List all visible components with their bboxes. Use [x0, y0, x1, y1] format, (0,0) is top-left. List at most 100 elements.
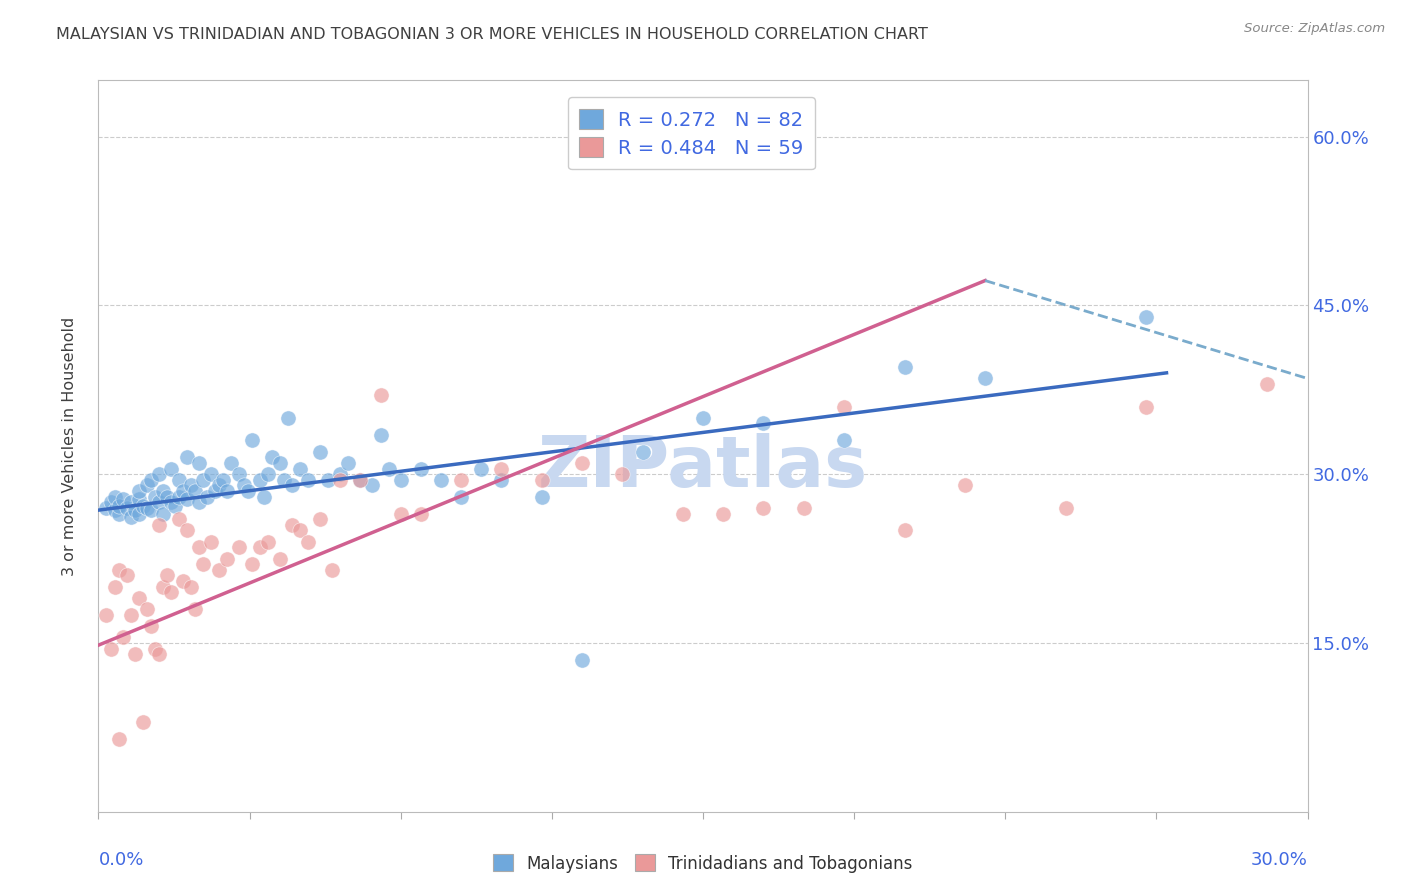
Point	[103, 490, 125, 504]
Point	[217, 551, 239, 566]
Point	[100, 641, 122, 656]
Point	[297, 534, 319, 549]
Point	[409, 507, 432, 521]
Point	[329, 473, 352, 487]
Point	[277, 410, 299, 425]
Point	[152, 580, 174, 594]
Point	[167, 473, 190, 487]
Point	[260, 450, 283, 465]
Point	[249, 473, 271, 487]
Point	[893, 524, 915, 538]
Text: 30.0%: 30.0%	[1251, 851, 1308, 869]
Point	[337, 456, 360, 470]
Text: ZIPatlas: ZIPatlas	[538, 434, 868, 502]
Point	[974, 371, 997, 385]
Point	[167, 512, 190, 526]
Point	[273, 473, 295, 487]
Point	[530, 490, 553, 504]
Point	[172, 483, 194, 498]
Y-axis label: 3 or more Vehicles in Household: 3 or more Vehicles in Household	[62, 317, 77, 575]
Point	[377, 461, 399, 475]
Point	[107, 499, 129, 513]
Point	[269, 456, 291, 470]
Point	[128, 591, 150, 605]
Point	[409, 461, 432, 475]
Point	[96, 500, 118, 515]
Point	[361, 478, 384, 492]
Point	[111, 491, 134, 506]
Point	[120, 509, 142, 524]
Point	[571, 456, 593, 470]
Point	[240, 434, 263, 448]
Point	[188, 541, 211, 555]
Point	[288, 461, 311, 475]
Point	[309, 444, 332, 458]
Text: MALAYSIAN VS TRINIDADIAN AND TOBAGONIAN 3 OR MORE VEHICLES IN HOUSEHOLD CORRELAT: MALAYSIAN VS TRINIDADIAN AND TOBAGONIAN …	[56, 27, 928, 42]
Point	[692, 410, 714, 425]
Point	[329, 467, 352, 482]
Point	[128, 483, 150, 498]
Point	[120, 495, 142, 509]
Point	[184, 483, 207, 498]
Point	[370, 427, 392, 442]
Point	[450, 473, 472, 487]
Point	[193, 473, 215, 487]
Point	[672, 507, 695, 521]
Point	[370, 388, 392, 402]
Point	[893, 360, 915, 375]
Point	[124, 647, 146, 661]
Point	[143, 641, 166, 656]
Point	[711, 507, 734, 521]
Point	[208, 563, 231, 577]
Point	[103, 503, 125, 517]
Point	[180, 478, 202, 492]
Point	[188, 456, 211, 470]
Point	[221, 456, 243, 470]
Point	[184, 602, 207, 616]
Point	[281, 517, 304, 532]
Point	[176, 450, 198, 465]
Point	[793, 500, 815, 515]
Point	[832, 434, 855, 448]
Point	[297, 473, 319, 487]
Point	[228, 541, 250, 555]
Point	[128, 491, 150, 506]
Point	[132, 714, 155, 729]
Point	[135, 500, 157, 515]
Point	[163, 499, 186, 513]
Point	[953, 478, 976, 492]
Point	[204, 483, 226, 498]
Point	[128, 507, 150, 521]
Point	[100, 495, 122, 509]
Text: Source: ZipAtlas.com: Source: ZipAtlas.com	[1244, 22, 1385, 36]
Point	[188, 495, 211, 509]
Point	[152, 507, 174, 521]
Point	[208, 478, 231, 492]
Point	[321, 563, 343, 577]
Point	[253, 490, 276, 504]
Point	[240, 557, 263, 571]
Point	[256, 534, 278, 549]
Point	[450, 490, 472, 504]
Point	[832, 400, 855, 414]
Point	[236, 483, 259, 498]
Point	[96, 607, 118, 622]
Point	[491, 461, 513, 475]
Point	[139, 473, 162, 487]
Point	[172, 574, 194, 588]
Point	[195, 490, 218, 504]
Point	[349, 473, 371, 487]
Point	[120, 607, 142, 622]
Point	[1135, 400, 1157, 414]
Point	[107, 507, 129, 521]
Point	[156, 568, 179, 582]
Point	[631, 444, 654, 458]
Point	[1256, 377, 1278, 392]
Point	[111, 630, 134, 644]
Point	[752, 417, 775, 431]
Point	[389, 473, 412, 487]
Point	[176, 524, 198, 538]
Point	[103, 580, 125, 594]
Point	[349, 473, 371, 487]
Legend: R = 0.272   N = 82, R = 0.484   N = 59: R = 0.272 N = 82, R = 0.484 N = 59	[568, 97, 815, 169]
